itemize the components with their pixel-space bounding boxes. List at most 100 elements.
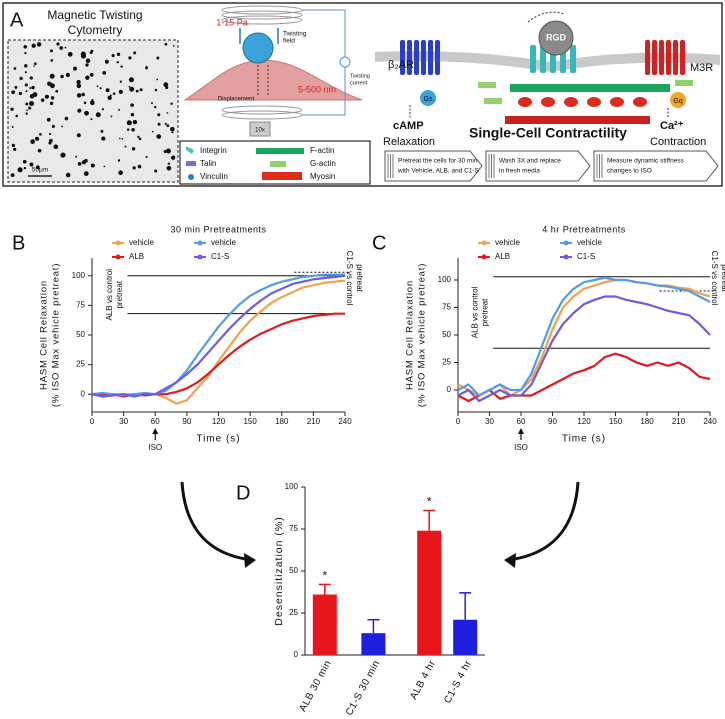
gs-protein — [420, 90, 436, 106]
cell-bead — [40, 98, 45, 102]
cell-bead — [90, 101, 95, 106]
cell-bead — [85, 75, 90, 80]
cell-bead — [135, 89, 139, 93]
cell-bead — [36, 42, 42, 47]
legend-label: Talin — [200, 159, 216, 168]
cell-bead — [137, 164, 142, 169]
legend-dot — [115, 254, 121, 260]
cell-bead — [131, 147, 136, 151]
receptor-label: M3R — [690, 62, 713, 74]
field-label: Twisting — [283, 31, 307, 38]
cell-bead — [95, 112, 101, 118]
cell-bead — [119, 137, 121, 140]
cell-bead — [89, 72, 94, 77]
legend-label: Vinculin — [200, 172, 228, 181]
annotation: C1-S vs control — [345, 251, 354, 306]
marker-label: ISO — [148, 443, 162, 452]
cell-bead — [77, 108, 82, 113]
cell-bead — [33, 65, 35, 67]
arrow-head — [504, 553, 516, 568]
cell-bead — [11, 143, 15, 147]
cell-bead — [76, 93, 82, 98]
objective-label: 10x — [255, 128, 265, 134]
bead-layer — [10, 42, 176, 178]
annotation: pretreat — [481, 298, 490, 326]
cell-bead — [138, 137, 142, 141]
cell-bead — [109, 94, 112, 97]
step-text: changes to ISO — [607, 168, 652, 175]
gq-label: Gq — [673, 98, 682, 105]
step-arrow — [384, 150, 483, 182]
cell-bead — [171, 131, 174, 134]
x-axis-label: Time (s) — [562, 434, 606, 445]
cell-bead — [85, 63, 89, 67]
y-axis-label: (% ISO Max vehicle pretreat) — [51, 263, 62, 407]
cell-bead — [10, 107, 14, 111]
rgd-label: RGD — [546, 32, 567, 42]
m3r-receptor — [645, 40, 685, 75]
y-tick-label: 50 — [289, 566, 298, 575]
cell-bead — [11, 126, 14, 129]
coil — [221, 105, 303, 115]
y-tick-label: 100 — [72, 271, 86, 280]
f-actin — [510, 84, 670, 92]
cell-bead — [56, 42, 60, 46]
stress-label: 1-15 Pa — [216, 17, 248, 27]
myosin-filament — [505, 116, 650, 124]
cell-bead — [61, 125, 64, 128]
cell-bead — [37, 148, 42, 153]
cell-bead — [150, 102, 153, 105]
cell-bead — [156, 78, 159, 81]
step-text: Wash 3X and replace — [499, 158, 561, 165]
cell-bead — [132, 119, 138, 125]
cell-bead — [30, 139, 35, 144]
cell-bead — [67, 51, 73, 57]
cell-bead — [154, 169, 158, 173]
cell-bead — [65, 72, 71, 78]
scale-label: 50μm — [32, 167, 48, 174]
bar — [417, 530, 442, 655]
legend-label: G-actin — [310, 159, 336, 168]
x-tick-label: 120 — [212, 417, 226, 426]
annotation: pretreat — [720, 264, 725, 292]
cell-bead — [85, 159, 88, 161]
y-tick-label: 75 — [76, 300, 85, 309]
step-arrow — [485, 150, 591, 182]
bar — [453, 619, 478, 655]
x-tick-label: 0 — [456, 417, 461, 426]
cell-bead — [81, 92, 85, 97]
cell-bead — [103, 165, 106, 168]
cell-bead — [29, 162, 34, 167]
y-axis-label: HASM Cell Relaxation — [39, 280, 50, 390]
cell-bead — [24, 71, 27, 74]
annotation: pretreat — [355, 264, 364, 292]
cell-bead — [32, 92, 38, 98]
x-tick-label: 90 — [182, 417, 191, 426]
cell-bead — [60, 152, 66, 158]
camp-label: cAMP — [393, 120, 424, 132]
cell-bead — [126, 128, 130, 131]
cell-bead — [118, 170, 124, 176]
cell-bead — [102, 71, 107, 75]
coil — [221, 5, 303, 15]
talin-icon — [186, 161, 196, 166]
g-actin — [675, 80, 693, 86]
cell-bead — [39, 132, 42, 136]
x-tick-label: 120 — [577, 417, 591, 426]
legend-dot — [197, 240, 203, 246]
g-actin — [478, 82, 496, 88]
step-arrow — [593, 150, 719, 182]
ca-label: Ca²⁺ — [660, 120, 684, 132]
step-text: Measure dynamic stiffness — [607, 158, 685, 165]
y-axis-label: HASM Cell Relaxation — [405, 280, 416, 390]
outcome-label: Relaxation — [383, 136, 435, 148]
legend-dot — [197, 254, 203, 260]
cell-bead — [47, 95, 50, 98]
legend-label: vehicle — [211, 238, 236, 247]
legend-label: ALB — [495, 252, 510, 261]
cell-bead — [101, 136, 106, 141]
micrograph — [7, 39, 179, 183]
cell-bead — [130, 103, 134, 107]
y-tick-label: 75 — [442, 303, 451, 312]
outcome-label: Contraction — [650, 136, 706, 148]
